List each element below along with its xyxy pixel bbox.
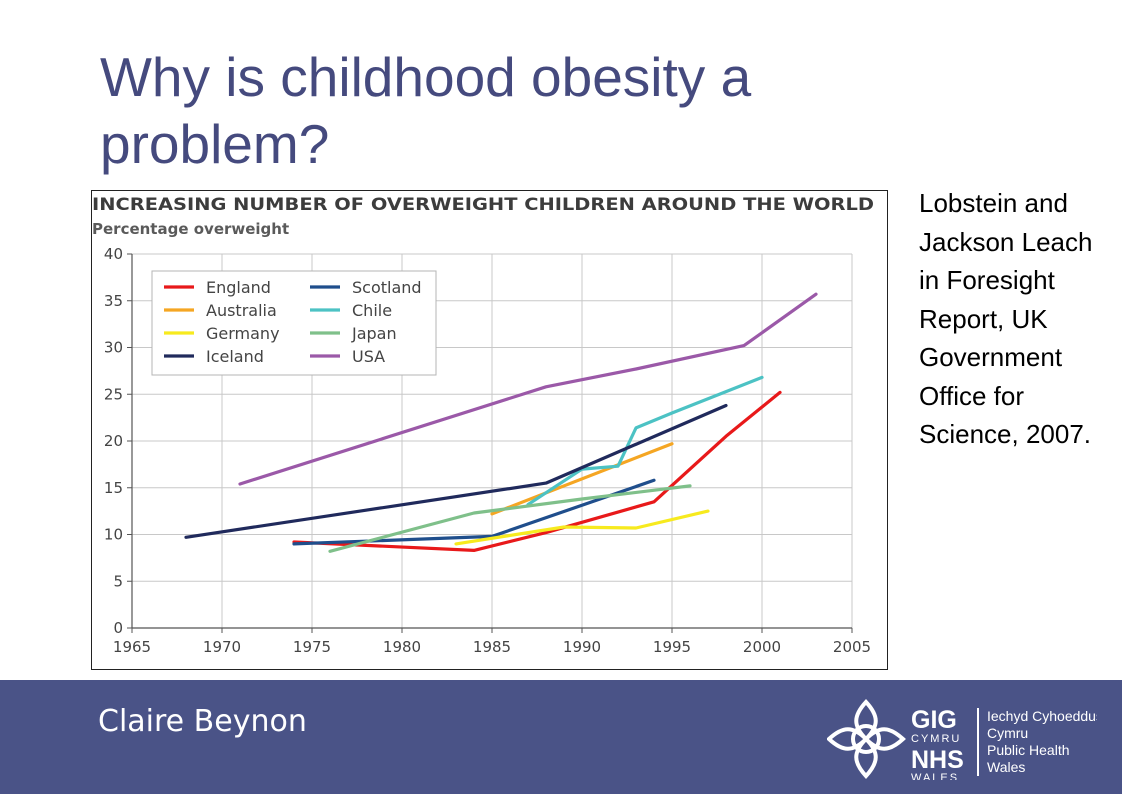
legend-label-australia: Australia xyxy=(206,301,277,320)
y-tick-label-15: 15 xyxy=(104,479,123,497)
series-line-germany xyxy=(454,509,710,546)
logo-wales: WALES xyxy=(911,772,959,780)
legend-box xyxy=(151,270,437,376)
logo-english-line1: Public Health xyxy=(987,742,1070,758)
y-tick-label-40: 40 xyxy=(104,245,123,263)
y-tick-label-0: 0 xyxy=(113,619,123,637)
logo-english-line2: Wales xyxy=(987,759,1025,775)
legend-label-england: England xyxy=(206,278,271,297)
x-tick-label-1990: 1990 xyxy=(563,638,601,656)
series-line-england xyxy=(292,390,782,552)
y-tick-label-5: 5 xyxy=(113,572,123,590)
legend-label-japan: Japan xyxy=(351,324,397,343)
series-line-iceland xyxy=(184,403,728,539)
chart-title: INCREASING NUMBER OF OVERWEIGHT CHILDREN… xyxy=(92,195,874,214)
x-tick-label-1965: 1965 xyxy=(113,638,151,656)
footer-band: Claire Beynon GIG CYMRU NHS WALES Iechyd… xyxy=(0,680,1122,794)
x-tick-label-1995: 1995 xyxy=(653,638,691,656)
y-tick-label-25: 25 xyxy=(104,385,123,403)
x-tick-label-1985: 1985 xyxy=(473,638,511,656)
public-health-wales-logo: GIG CYMRU NHS WALES Iechyd Cyhoeddus Cym… xyxy=(827,699,1097,780)
logo-gig: GIG xyxy=(911,706,957,734)
logo-welsh-line1: Iechyd Cyhoeddus xyxy=(987,708,1097,724)
legend-label-usa: USA xyxy=(352,347,385,366)
x-tick-label-1975: 1975 xyxy=(293,638,331,656)
data-series xyxy=(184,292,818,553)
y-tick-label-35: 35 xyxy=(104,292,123,310)
logo-nhs: NHS xyxy=(911,746,964,774)
author-name: Claire Beynon xyxy=(98,704,307,739)
series-line-japan xyxy=(328,484,692,553)
x-tick-label-1980: 1980 xyxy=(383,638,421,656)
slide-title: Why is childhood obesity a problem? xyxy=(100,46,752,175)
legend-label-germany: Germany xyxy=(206,324,280,343)
y-tick-label-20: 20 xyxy=(104,432,123,450)
y-tick-label-10: 10 xyxy=(104,526,123,544)
series-line-scotland xyxy=(292,478,656,546)
legend-label-chile: Chile xyxy=(352,301,392,320)
axes: 0 5 10 15 20 25 30 35 40 1965 1970 1975 1980 1985 1990… xyxy=(104,245,871,656)
x-tick-label-2000: 2000 xyxy=(743,638,781,656)
logo-cymru: CYMRU xyxy=(911,733,961,745)
series-line-australia xyxy=(490,442,674,516)
x-tick-label-1970: 1970 xyxy=(203,638,241,656)
legend-label-scotland: Scotland xyxy=(352,278,422,297)
chart-frame: INCREASING NUMBER OF OVERWEIGHT CHILDREN… xyxy=(91,190,888,670)
overweight-children-line-chart: INCREASING NUMBER OF OVERWEIGHT CHILDREN… xyxy=(92,195,874,656)
logo-welsh-line2: Cymru xyxy=(987,725,1028,741)
y-tick-label-30: 30 xyxy=(104,339,123,357)
legend: England Scotland Australia Chile Germany Japa… xyxy=(151,270,437,376)
y-axis-label: Percentage overweight xyxy=(92,220,289,238)
series-line-usa xyxy=(238,292,818,486)
legend-label-iceland: Iceland xyxy=(206,347,264,366)
citation-text: Lobstein and Jackson Leach in Foresight … xyxy=(919,188,1093,449)
x-tick-label-2005: 2005 xyxy=(833,638,871,656)
celtic-knot-icon xyxy=(827,699,906,779)
